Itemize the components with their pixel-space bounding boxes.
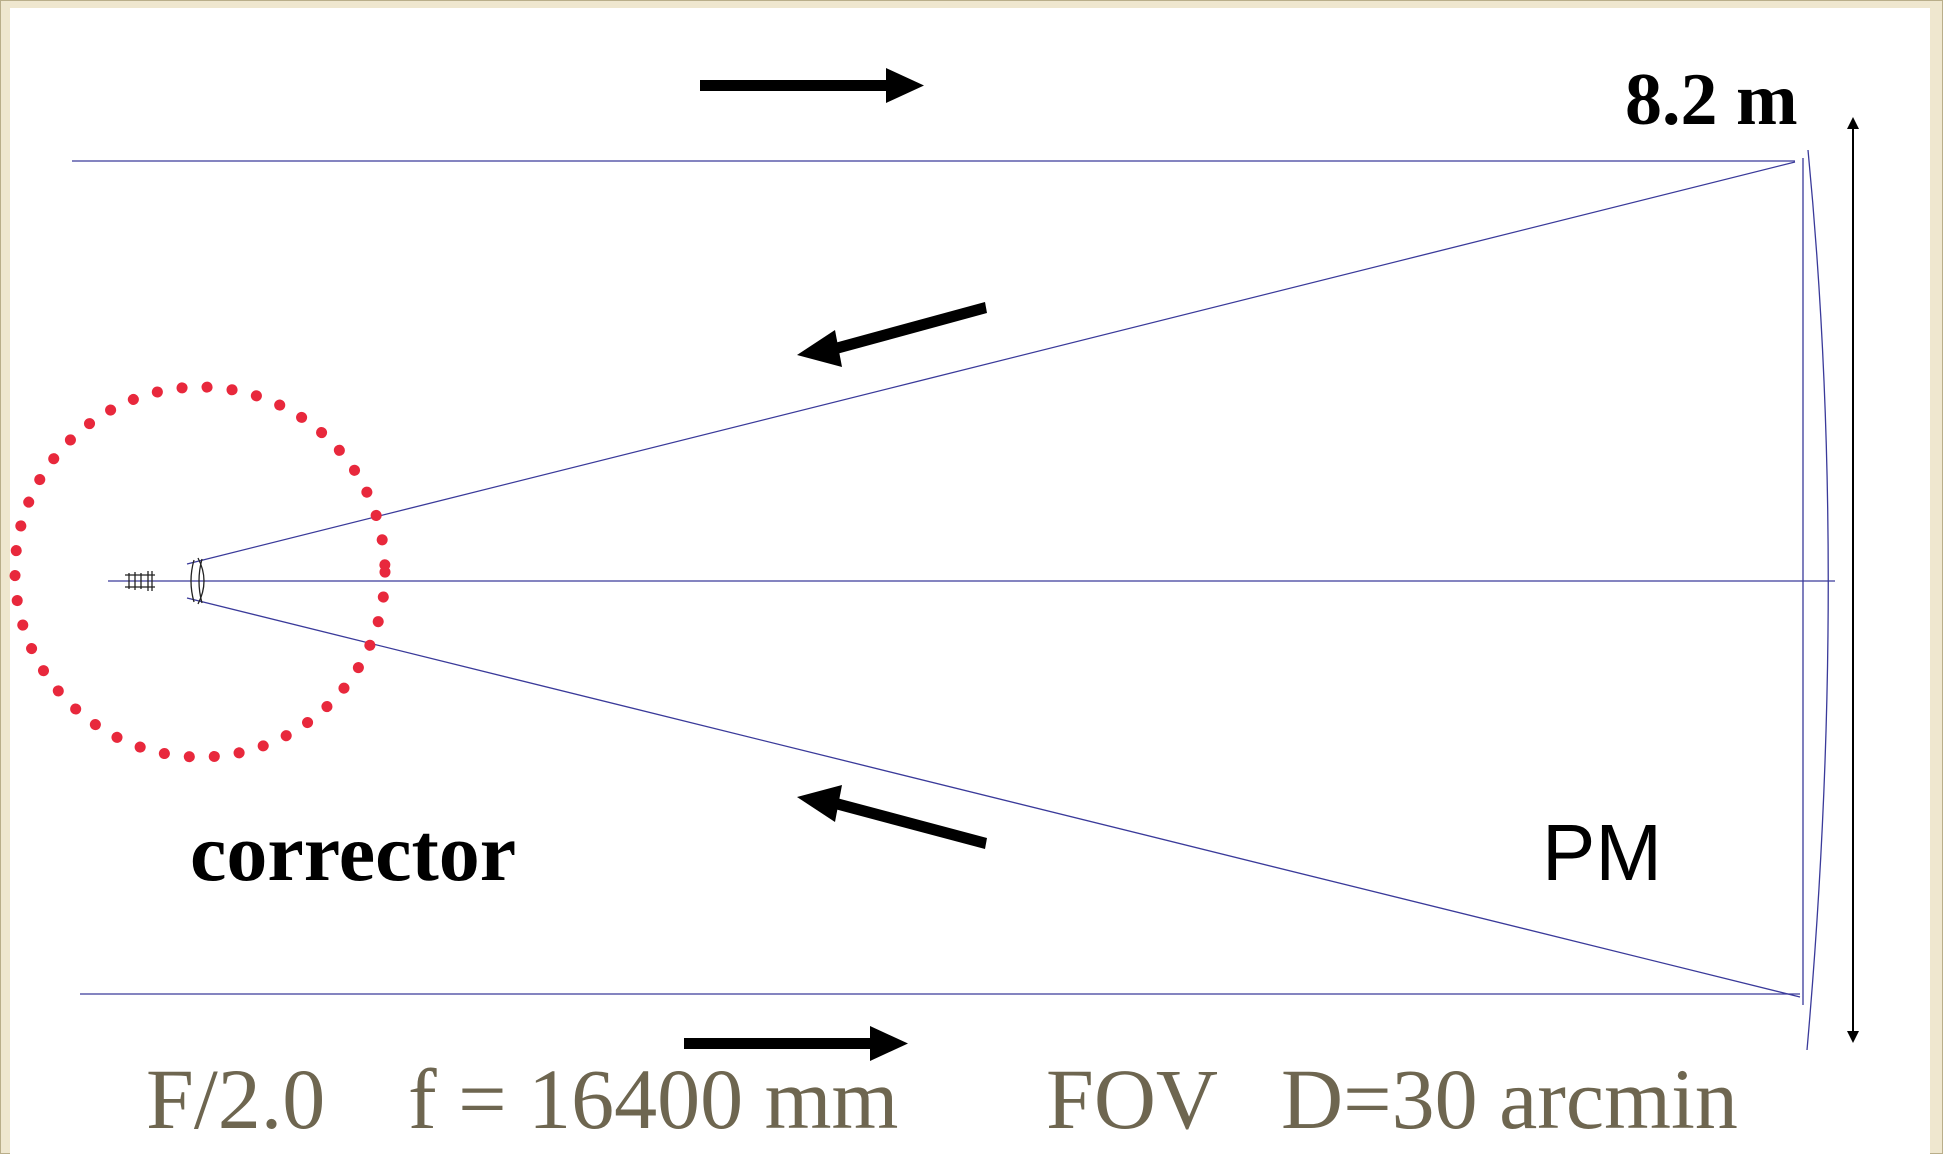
direction-arrows	[684, 68, 987, 1061]
corrector-lens-2	[197, 557, 205, 605]
aperture-dimension-arrow	[1847, 117, 1859, 1043]
arrow-left-upper	[797, 302, 987, 367]
arrow-left-lower	[797, 785, 987, 849]
arrow-right-bottom	[684, 1026, 908, 1061]
corrector-highlight-circle	[9, 381, 391, 763]
primary-mirror-label: PM	[1542, 808, 1662, 897]
corrector-lens-1	[190, 559, 195, 603]
caption-fov: FOV	[1046, 1051, 1218, 1147]
caption-focal-ratio: F/2.0	[146, 1051, 325, 1147]
reflected-ray-bottom	[186, 597, 1801, 998]
reflected-ray-top	[186, 161, 1796, 565]
corrector-lens-group	[125, 557, 205, 605]
primary-mirror	[1806, 149, 1829, 1051]
caption-focal-length: f = 16400 mm	[408, 1051, 898, 1147]
caption-fov-value: D=30 arcmin	[1281, 1051, 1738, 1147]
corrector-label: corrector	[190, 807, 516, 898]
corrector-lens-3	[198, 558, 203, 604]
arrow-right-top	[700, 68, 924, 103]
aperture-label: 8.2 m	[1625, 59, 1798, 141]
